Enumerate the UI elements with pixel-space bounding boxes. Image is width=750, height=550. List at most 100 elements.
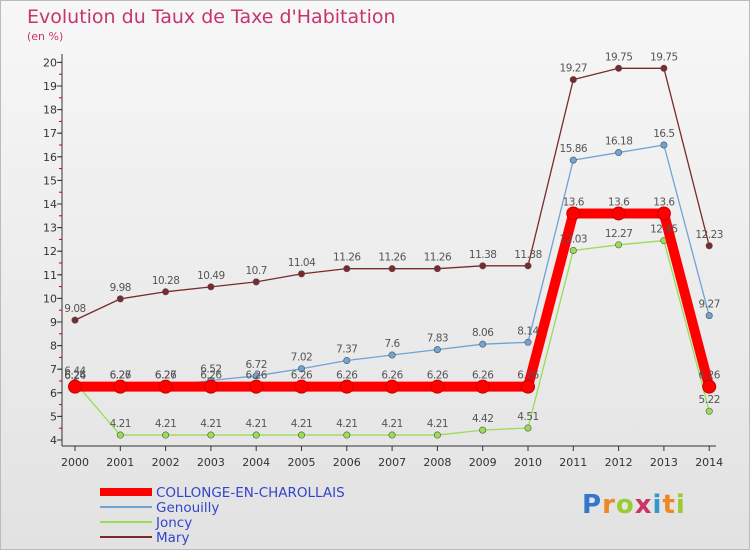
data-label: 6.26 — [200, 370, 222, 382]
data-label: 13.6 — [563, 196, 585, 208]
data-label: 10.7 — [246, 265, 267, 277]
data-label: 6.26 — [472, 370, 494, 382]
data-label: 6.26 — [64, 370, 86, 382]
data-point — [615, 241, 623, 249]
data-point — [705, 312, 713, 320]
data-label: 4.21 — [381, 418, 402, 430]
data-point — [569, 156, 577, 164]
logo-letter: i — [652, 490, 663, 520]
data-point — [388, 431, 396, 439]
x-tick-label: 2000 — [61, 456, 89, 469]
data-point — [116, 431, 124, 439]
data-label: 12.27 — [605, 228, 633, 240]
data-point — [430, 379, 445, 394]
logo-letter: x — [634, 490, 653, 520]
data-point — [611, 206, 626, 221]
data-point — [656, 206, 671, 221]
x-tick-label: 2003 — [197, 456, 225, 469]
data-label: 9.08 — [64, 303, 85, 315]
data-label: 19.75 — [650, 51, 678, 63]
data-label: 11.38 — [469, 249, 497, 261]
data-label: 13.6 — [608, 196, 630, 208]
y-tick-label: 10 — [43, 292, 57, 305]
data-label: 19.27 — [560, 63, 588, 75]
data-label: 19.75 — [605, 51, 633, 63]
y-tick-label: 4 — [50, 434, 57, 447]
data-label: 12.03 — [560, 233, 588, 245]
y-tick-label: 17 — [43, 127, 57, 140]
data-label: 4.21 — [427, 418, 448, 430]
data-label: 4.21 — [336, 418, 357, 430]
data-point — [615, 149, 623, 157]
data-point — [660, 64, 668, 72]
data-label: 6.26 — [291, 370, 313, 382]
data-label: 9.98 — [110, 282, 131, 294]
data-point — [249, 379, 264, 394]
legend-entry: Genouilly — [156, 500, 219, 516]
data-label: 12.45 — [650, 224, 678, 236]
data-label: 6.27 — [155, 369, 176, 381]
data-label: 11.38 — [514, 249, 542, 261]
series-layer — [68, 64, 717, 439]
data-point — [297, 365, 305, 373]
data-point — [294, 379, 309, 394]
data-label: 16.5 — [653, 128, 674, 140]
data-label: 7.02 — [291, 352, 312, 364]
data-point — [479, 340, 487, 348]
legend-entry: Joncy — [155, 515, 192, 531]
data-label: 11.04 — [288, 257, 316, 269]
x-tick-label: 2001 — [106, 456, 134, 469]
data-point — [615, 64, 623, 72]
data-label: 8.14 — [517, 325, 539, 337]
data-label: 4.42 — [472, 413, 493, 425]
proxiti-logo: Proxiti — [582, 490, 686, 520]
x-tick-label: 2007 — [378, 456, 406, 469]
data-point — [297, 431, 305, 439]
data-label: 6.26 — [381, 370, 403, 382]
chart-title: Evolution du Taux de Taxe d'Habitation — [27, 6, 396, 28]
data-point — [252, 278, 260, 286]
data-point — [524, 424, 532, 432]
x-tick-label: 2012 — [605, 456, 633, 469]
data-point — [113, 379, 128, 394]
data-point — [433, 265, 441, 273]
data-point — [162, 431, 170, 439]
data-labels: 9.08 9.98 10.28 10.49 10.7 11.04 11.26 11.26 11.… — [64, 51, 723, 430]
y-tick-label: 8 — [50, 340, 57, 353]
y-tick-label: 5 — [50, 410, 57, 423]
data-point — [702, 379, 717, 394]
x-tick-label: 2014 — [695, 456, 723, 469]
logo-letter: P — [582, 490, 603, 520]
data-label: 6.26 — [246, 370, 268, 382]
data-point — [705, 407, 713, 415]
data-point — [524, 262, 532, 270]
x-tick-label: 2004 — [242, 456, 270, 469]
y-tick-label: 19 — [43, 80, 57, 93]
y-tick-label: 7 — [50, 363, 57, 376]
data-label: 7.83 — [427, 333, 448, 345]
data-label: 4.21 — [110, 418, 131, 430]
data-point — [569, 246, 577, 254]
data-label: 6.27 — [110, 369, 131, 381]
data-point — [339, 379, 354, 394]
data-label: 4.21 — [291, 418, 312, 430]
data-point — [524, 338, 532, 346]
data-label: 10.28 — [152, 275, 180, 287]
data-point — [660, 141, 668, 149]
y-tick-label: 9 — [50, 316, 57, 329]
data-label: 12.23 — [695, 229, 723, 241]
legend-entry: COLLONGE-EN-CHAROLLAIS — [156, 485, 345, 501]
data-point — [207, 431, 215, 439]
x-tick-label: 2009 — [469, 456, 497, 469]
data-label: 5.22 — [699, 394, 720, 406]
data-label: 7.37 — [336, 343, 357, 355]
data-label: 6.26 — [427, 370, 449, 382]
x-tick-label: 2011 — [559, 456, 587, 469]
y-tick-label: 6 — [50, 387, 57, 400]
data-point — [343, 431, 351, 439]
data-point — [343, 265, 351, 273]
data-point — [116, 295, 124, 303]
x-tick-label: 2010 — [514, 456, 542, 469]
data-point — [479, 262, 487, 270]
